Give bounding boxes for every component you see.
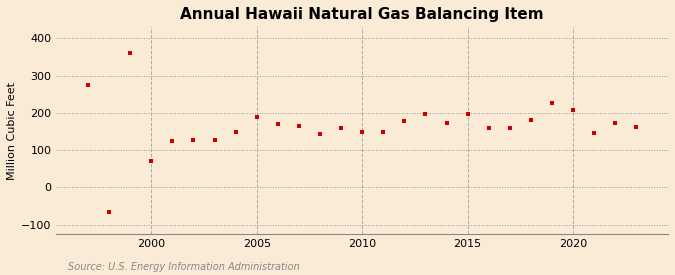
Point [589, 131, 599, 136]
Point [209, 138, 220, 142]
Point [378, 129, 389, 134]
Y-axis label: Million Cubic Feet: Million Cubic Feet [7, 82, 17, 180]
Point [146, 158, 157, 163]
Title: Annual Hawaii Natural Gas Balancing Item: Annual Hawaii Natural Gas Balancing Item [180, 7, 544, 22]
Point [483, 126, 494, 130]
Point [167, 139, 178, 143]
Point [568, 108, 578, 112]
Point [504, 126, 515, 130]
Point [526, 117, 537, 122]
Point [294, 124, 304, 128]
Point [631, 125, 642, 129]
Point [357, 129, 368, 134]
Point [420, 111, 431, 116]
Point [610, 121, 621, 126]
Point [547, 101, 558, 105]
Point [273, 122, 284, 126]
Point [335, 126, 346, 130]
Point [315, 132, 325, 136]
Point [251, 114, 262, 119]
Point [125, 50, 136, 55]
Text: Source: U.S. Energy Information Administration: Source: U.S. Energy Information Administ… [68, 262, 299, 272]
Point [441, 121, 452, 126]
Point [188, 138, 199, 142]
Point [462, 112, 473, 116]
Point [230, 129, 241, 134]
Point [82, 83, 93, 87]
Point [399, 119, 410, 123]
Point [104, 209, 115, 214]
